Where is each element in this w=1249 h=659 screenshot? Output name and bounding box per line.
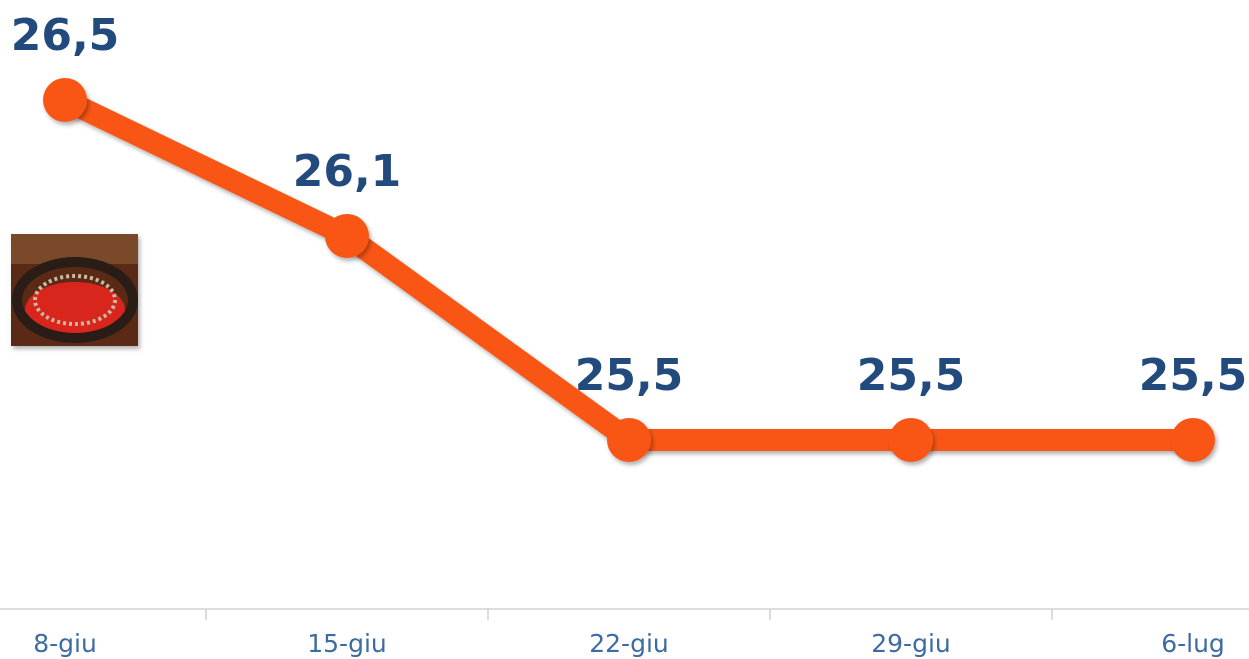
data-label: 25,5 — [575, 350, 684, 401]
x-tick-label: 8-giu — [33, 629, 97, 658]
data-point — [607, 418, 651, 462]
chart: 8-giu 15-giu 22-giu 29-giu 6-lug 26,5 26,1 25,5… — [0, 0, 1249, 659]
data-point — [43, 78, 87, 122]
data-point — [325, 214, 369, 258]
data-point — [1171, 418, 1215, 462]
data-label: 26,1 — [293, 146, 402, 197]
x-tick-label: 6-lug — [1161, 629, 1225, 658]
data-label: 25,5 — [1139, 350, 1248, 401]
x-tick-label: 15-giu — [307, 629, 387, 658]
x-tick-label: 29-giu — [871, 629, 951, 658]
data-label: 26,5 — [11, 10, 120, 61]
page: 8-giu 15-giu 22-giu 29-giu 6-lug 26,5 26,1 25,5… — [0, 0, 1249, 659]
x-tick-label: 22-giu — [589, 629, 669, 658]
senate-photo — [11, 234, 138, 346]
data-point — [889, 418, 933, 462]
data-label: 25,5 — [857, 350, 966, 401]
